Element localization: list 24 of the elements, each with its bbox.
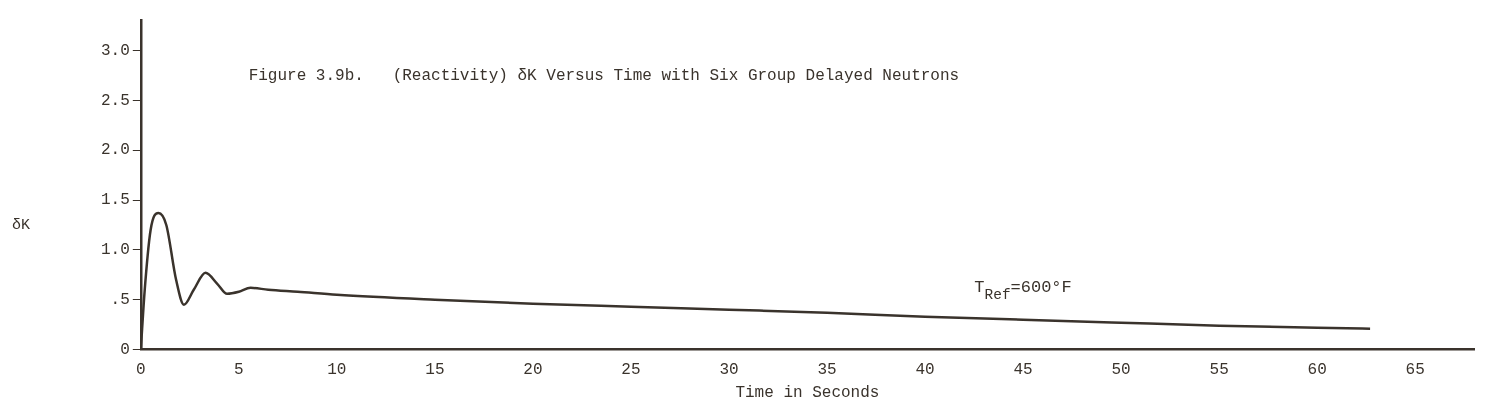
x-tick-label: 25 bbox=[621, 361, 641, 380]
x-tick-label: 0 bbox=[136, 361, 146, 380]
x-tick-label: 5 bbox=[234, 361, 244, 380]
y-tick-label: 1.0 bbox=[100, 241, 130, 260]
y-axis-title: δK bbox=[12, 216, 31, 234]
x-tick-label: 50 bbox=[1111, 361, 1131, 380]
text: Figure 3.9b. (Reactivity) δK Versus Time with Six Group Delayed Neutrons bbox=[248, 66, 960, 85]
x-tick-label: 30 bbox=[719, 361, 739, 380]
x-tick-label: 60 bbox=[1307, 361, 1327, 380]
y-tick-label: 1.5 bbox=[100, 191, 130, 210]
y-tick-label: 2.5 bbox=[100, 91, 130, 110]
x-tick-label: 10 bbox=[327, 361, 347, 380]
y-tick-label: 2.0 bbox=[100, 141, 130, 160]
x-axis-title: Time in Seconds bbox=[735, 383, 880, 402]
x-tick-label: 55 bbox=[1209, 361, 1229, 380]
x-tick-label: 65 bbox=[1405, 361, 1425, 380]
x-tick-label: 40 bbox=[915, 361, 935, 380]
x-tick-label: 45 bbox=[1013, 361, 1033, 380]
x-tick-label: 15 bbox=[425, 361, 445, 380]
x-tick-label: 35 bbox=[817, 361, 837, 380]
y-tick-label: 0 bbox=[120, 340, 130, 359]
x-tick-label: 20 bbox=[523, 361, 543, 380]
y-tick-label: 3.0 bbox=[100, 41, 130, 60]
y-tick-label: .5 bbox=[110, 290, 130, 309]
